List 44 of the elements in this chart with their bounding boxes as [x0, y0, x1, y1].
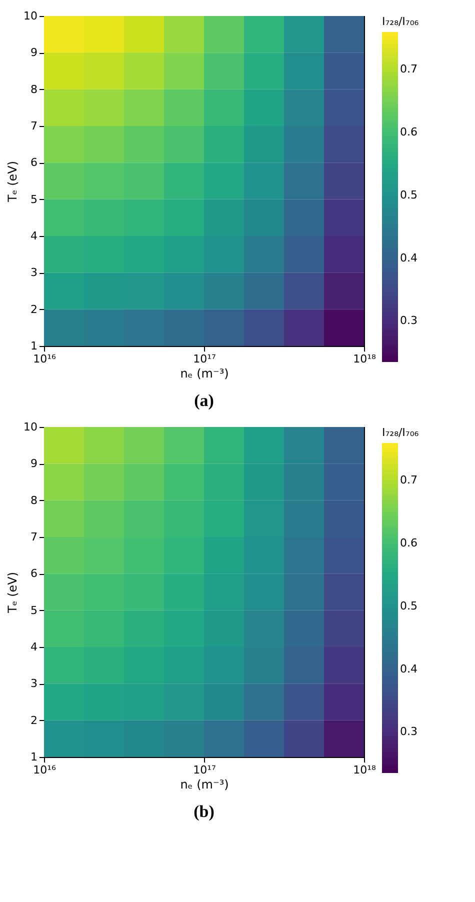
x-tick-label: 10¹⁶: [33, 764, 56, 776]
color-bar-label: 0.3: [400, 314, 418, 328]
y-axis-title: Tₑ (eV): [6, 160, 20, 204]
color-bar-label: 0.5: [400, 599, 418, 612]
y-tick-label: 6: [30, 156, 38, 170]
y-tick-label: 3: [30, 677, 38, 690]
color-bar-label: 0.6: [400, 536, 418, 550]
y-tick-label: 7: [30, 120, 38, 132]
text: (a): [194, 391, 214, 410]
color-bar-title: I₇₂₈/I₇₀₆: [382, 15, 420, 28]
color-bar-label: 0.7: [400, 474, 418, 487]
text: (b): [194, 802, 214, 821]
x-axis-title: nₑ (m⁻³): [180, 778, 229, 792]
y-tick-label: 10: [24, 10, 38, 22]
y-tick-label: 2: [30, 714, 38, 727]
y-tick-label: 6: [30, 567, 38, 580]
y-tick-label: 8: [30, 82, 38, 96]
color-bar-title: I₇₂₈/I₇₀₆: [382, 426, 420, 439]
x-tick-label: 10¹⁷: [193, 352, 216, 366]
color-bar-label: 0.4: [400, 662, 418, 676]
y-tick-label: 9: [30, 46, 38, 60]
color-bar-label: 0.7: [400, 62, 418, 76]
x-tick-label: 10¹⁸: [353, 764, 376, 776]
x-tick-label: 10¹⁸: [353, 352, 376, 366]
y-tick-label: 1: [30, 340, 38, 352]
y-tick-label: 3: [30, 266, 38, 280]
y-tick-label: 10: [24, 420, 38, 434]
color-bar-label: 0.5: [400, 188, 418, 202]
y-axis-title: Tₑ (eV): [6, 572, 20, 614]
y-tick-label: 5: [30, 604, 38, 617]
y-tick-label: 9: [30, 457, 38, 470]
y-tick-label: 4: [30, 230, 38, 242]
color-bar-label: 0.3: [400, 725, 418, 738]
y-tick-label: 1: [30, 750, 38, 764]
y-tick-label: 4: [30, 640, 38, 654]
y-tick-label: 2: [30, 302, 38, 316]
x-axis-title: nₑ (m⁻³): [180, 366, 229, 380]
color-bar-label: 0.6: [400, 126, 418, 139]
y-tick-label: 7: [30, 530, 38, 544]
y-tick-label: 8: [30, 494, 38, 507]
x-tick-label: 10¹⁷: [193, 764, 216, 776]
x-tick-label: 10¹⁶: [33, 352, 56, 366]
y-tick-label: 5: [30, 192, 38, 206]
color-bar-label: 0.4: [400, 251, 418, 264]
